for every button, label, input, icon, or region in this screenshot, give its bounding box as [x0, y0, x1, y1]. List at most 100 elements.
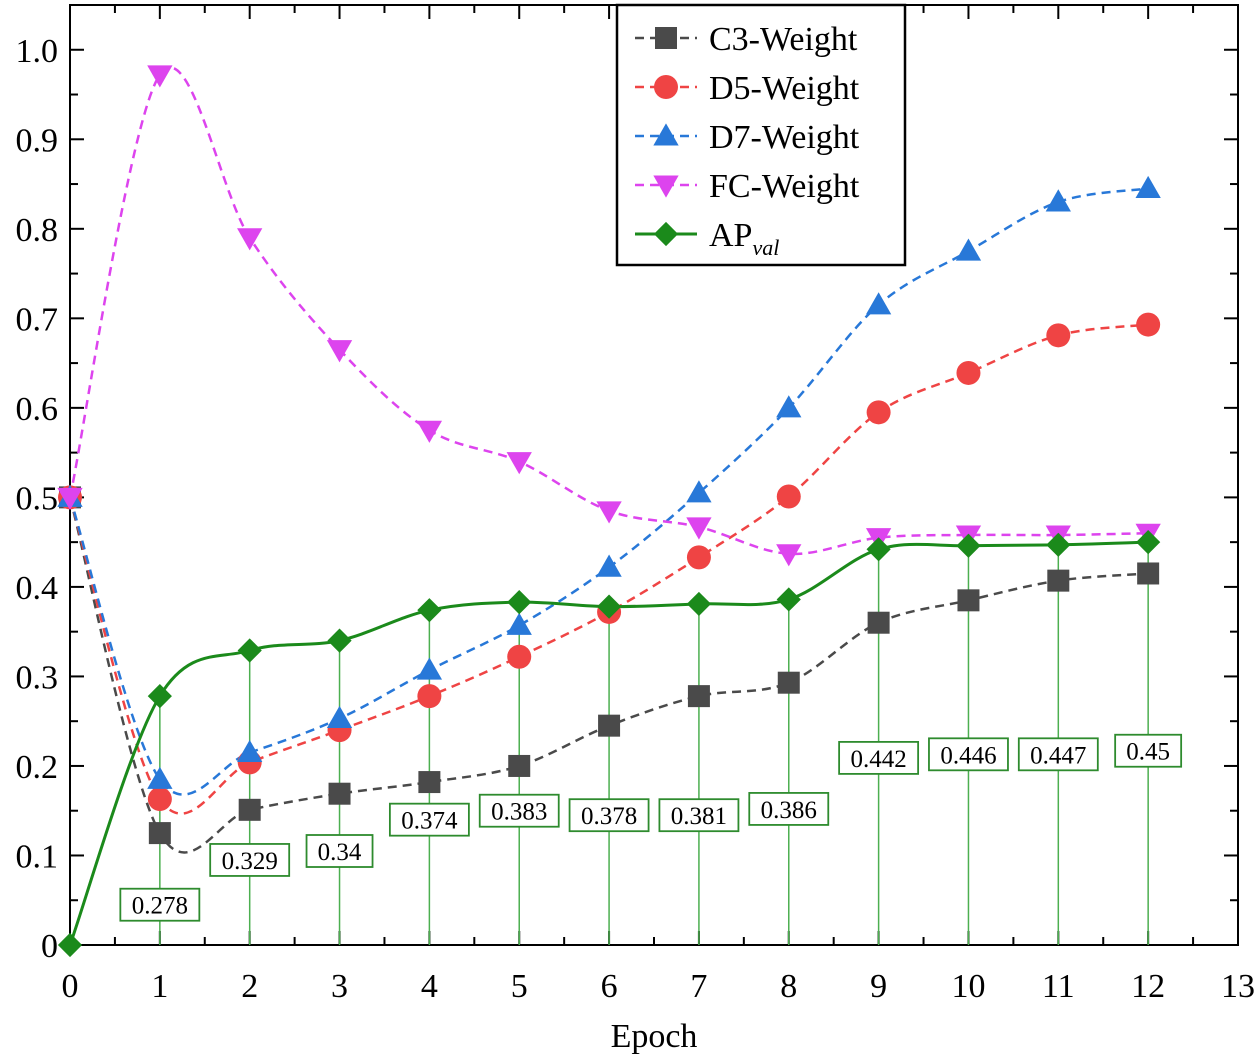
data-point-fc-weight [326, 340, 353, 363]
ap-value-label: 0.447 [1030, 742, 1086, 769]
ap-value-labels: 0.278 0.329 0.34 0.374 0.383 0.378 0.381 0.386 0… [119, 733, 1183, 922]
y-tick-label: 0.8 [16, 212, 59, 249]
x-tick-label: 3 [331, 968, 348, 1005]
ap-value-label: 0.386 [761, 797, 817, 824]
y-tick-label: 0.6 [16, 391, 59, 428]
legend-label: C3-Weight [709, 21, 858, 58]
data-point-d7-weight [596, 554, 622, 577]
data-point-d7-weight [237, 739, 263, 763]
x-axis-title: Epoch [611, 1018, 698, 1055]
data-point-ap [686, 591, 712, 617]
legend-label: FC-Weight [709, 168, 860, 205]
data-point-d5-weight [417, 684, 442, 709]
data-point-d7-weight [147, 766, 173, 789]
x-tick-label: 8 [780, 968, 797, 1005]
data-point-c3-weight [957, 589, 980, 612]
legend-marker [653, 123, 679, 146]
data-point-d7-weight [1045, 189, 1071, 212]
data-point-c3-weight [418, 771, 441, 794]
x-tick-label: 5 [511, 968, 528, 1005]
ap-value-label-box [658, 798, 740, 833]
ap-value-label: 0.442 [850, 746, 906, 773]
x-tick-label: 13 [1221, 968, 1255, 1005]
x-tick-label: 9 [870, 968, 887, 1005]
ap-value-label: 0.278 [132, 893, 188, 920]
y-tick-label: 0.4 [16, 570, 59, 607]
ap-value-label-box [119, 887, 201, 922]
ap-value-label: 0.378 [581, 803, 637, 830]
data-point-ap [147, 684, 172, 709]
ap-value-label-box [838, 740, 920, 775]
y-tick-label: 0.7 [16, 301, 59, 338]
legend: C3-WeightD5-WeightD7-WeightFC-WeightAPva… [615, 3, 907, 267]
x-tick-label: 7 [690, 968, 707, 1005]
data-point-d7-weight [416, 657, 443, 680]
data-point-d7-weight [686, 480, 712, 503]
data-point-c3-weight [1047, 569, 1070, 592]
data-point-fc-weight [416, 420, 443, 443]
ap-value-label: 0.381 [671, 803, 727, 830]
ap-value-label-box [388, 802, 470, 837]
ap-value-label: 0.383 [491, 799, 547, 826]
ap-value-label-box [1017, 737, 1099, 772]
x-tick-label: 2 [241, 968, 258, 1005]
y-tick-label: 0.9 [16, 122, 59, 159]
data-point-fc-weight [57, 487, 83, 511]
ap-value-label-box [748, 792, 830, 826]
data-point-c3-weight [328, 782, 351, 805]
series-markers [57, 65, 1161, 958]
data-point-d5-weight [1136, 312, 1161, 337]
x-tick-label: 0 [62, 968, 79, 1005]
ap-value-label-box [1114, 733, 1183, 768]
data-point-fc-weight [147, 65, 173, 88]
data-point-c3-weight [508, 754, 531, 777]
data-point-fc-weight [776, 544, 802, 567]
series-line-d7-weight [68, 187, 1149, 796]
ap-value-label-box [305, 834, 374, 868]
data-point-c3-weight [687, 685, 710, 708]
data-point-d5-weight [1046, 323, 1071, 348]
x-tick-label: 11 [1042, 968, 1075, 1005]
data-point-fc-weight [237, 228, 263, 251]
data-point-d7-weight [955, 238, 982, 261]
ap-value-label: 0.374 [401, 808, 458, 835]
data-point-d5-weight [686, 545, 711, 570]
x-tick-label: 10 [951, 968, 985, 1005]
data-point-ap [1046, 532, 1071, 557]
ap-value-label-box [209, 843, 291, 877]
ap-value-label: 0.446 [940, 742, 996, 769]
data-point-d5-weight [776, 484, 801, 509]
x-tick-label: 6 [601, 968, 618, 1005]
data-point-d5-weight [956, 360, 981, 385]
data-point-c3-weight [148, 822, 171, 845]
data-point-d7-weight [506, 612, 532, 635]
data-point-d7-weight [865, 292, 892, 315]
data-point-c3-weight [867, 611, 890, 634]
data-point-ap [596, 594, 622, 619]
data-point-ap [237, 638, 262, 663]
series-line-fc-weight [68, 66, 1149, 556]
ap-value-label-box [478, 793, 560, 828]
data-point-d5-weight [866, 400, 891, 425]
y-tick-label: 1.0 [16, 33, 59, 70]
ap-value-label-box [568, 798, 650, 833]
data-point-c3-weight [777, 671, 800, 694]
data-point-d5-weight [147, 787, 172, 812]
ap-value-label: 0.34 [318, 839, 362, 866]
data-point-ap [866, 537, 891, 562]
y-tick-label: 0.5 [16, 480, 59, 517]
data-point-d7-weight [326, 705, 353, 728]
data-point-ap [327, 628, 352, 653]
legend-label: D5-Weight [709, 70, 860, 107]
ap-value-label-box [928, 737, 1009, 772]
x-tick-label: 12 [1131, 968, 1165, 1005]
y-tick-label: 0.1 [16, 838, 59, 875]
data-point-ap [57, 932, 83, 958]
series-line-d5-weight [68, 323, 1149, 815]
legend-marker [653, 221, 679, 247]
tick-labels: 0 1 2 3 4 5 6 7 8 9 10 11 12 1300.10.20.30.40.50.60.7… [16, 33, 1256, 1005]
data-point-fc-weight [506, 452, 532, 475]
data-point-d7-weight [776, 395, 802, 418]
data-point-ap [956, 533, 981, 558]
